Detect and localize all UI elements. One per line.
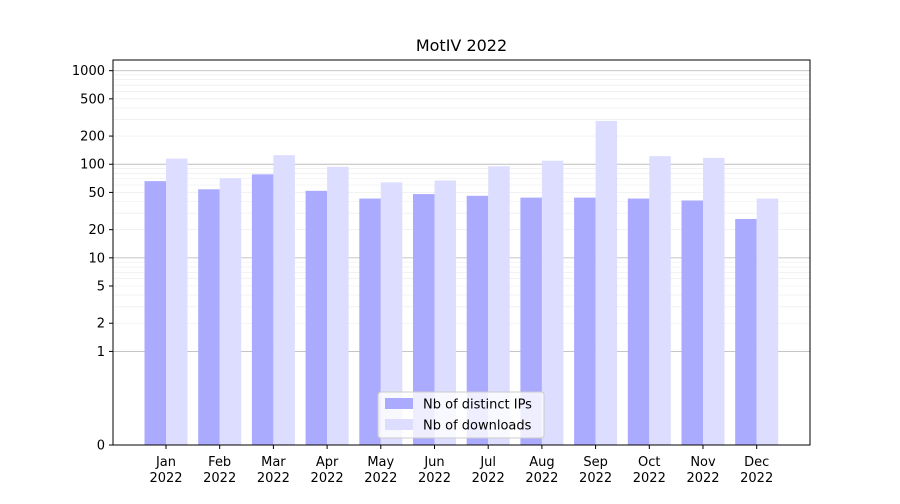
- x-tick-label: Aug: [529, 455, 554, 470]
- bar: [273, 155, 295, 445]
- x-tick-label: 2022: [418, 471, 451, 486]
- legend-box: [377, 391, 545, 439]
- x-tick-label: 2022: [203, 471, 236, 486]
- bar: [735, 218, 757, 445]
- bar: [574, 197, 596, 445]
- y-tick-label: 2: [97, 317, 105, 332]
- bar: [681, 200, 703, 445]
- bar: [466, 195, 489, 445]
- bar: [327, 166, 349, 446]
- x-tick-label: 2022: [311, 471, 344, 486]
- bar: [488, 166, 510, 445]
- y-tick-label: 20: [88, 223, 105, 238]
- y-tick-label: 200: [80, 130, 105, 145]
- y-tick-label: 100: [80, 158, 105, 173]
- legend-swatch: [385, 419, 413, 430]
- x-tick-label: 2022: [525, 471, 558, 486]
- x-tick-label: Jun: [423, 455, 444, 470]
- bar: [219, 178, 242, 445]
- x-tick-label: Apr: [316, 455, 339, 470]
- bar: [413, 194, 435, 445]
- x-tick-label: 2022: [364, 471, 397, 486]
- x-tick-label: 2022: [740, 471, 773, 486]
- y-tick-label: 50: [88, 186, 105, 201]
- legend-label: Nb of distinct IPs: [423, 398, 532, 413]
- x-tick-label: 2022: [149, 471, 182, 486]
- x-tick-label: Nov: [690, 455, 716, 470]
- x-tick-label: 2022: [579, 471, 612, 486]
- y-tick-label: 1: [97, 345, 105, 360]
- x-tick-label: 2022: [472, 471, 505, 486]
- y-tick-label: 10: [88, 251, 105, 266]
- x-tick-label: Jul: [479, 455, 496, 470]
- bar: [251, 174, 274, 445]
- x-tick-label: Dec: [744, 455, 769, 470]
- bar: [198, 189, 220, 445]
- chart-title: MotIV 2022: [416, 36, 507, 55]
- legend-swatch: [385, 398, 413, 409]
- x-tick-label: Jan: [155, 455, 176, 470]
- y-tick-label: 5: [97, 280, 105, 295]
- legend: Nb of distinct IPs Nb of downloads: [377, 391, 545, 439]
- plot-frame: [112, 59, 811, 446]
- y-tick-label: 1000: [72, 64, 105, 79]
- bar: [595, 120, 618, 445]
- bars: [144, 120, 779, 446]
- bar: [434, 180, 456, 446]
- bar: [380, 182, 403, 445]
- bar: [520, 197, 542, 445]
- x-tick-label: Sep: [583, 455, 608, 470]
- bar: [756, 198, 779, 445]
- bar: [305, 190, 328, 445]
- x-tick-label: Feb: [208, 455, 231, 470]
- bar: [627, 198, 650, 445]
- bar: [703, 157, 725, 446]
- x-axis: Jan2022Feb2022Mar2022Apr2022May2022Jun20…: [149, 445, 773, 486]
- bar: [359, 198, 381, 445]
- legend-label: Nb of downloads: [423, 419, 532, 434]
- x-tick-label: Oct: [638, 455, 660, 470]
- y-tick-label: 500: [80, 92, 105, 107]
- bar: [541, 160, 564, 446]
- x-tick-label: Mar: [261, 455, 286, 470]
- bar: [166, 158, 188, 445]
- y-axis: 0 1 2 5 10 20 50 100 200 500 1000: [72, 64, 113, 454]
- x-tick-label: May: [367, 455, 394, 470]
- x-tick-label: 2022: [633, 471, 666, 486]
- bar: [649, 156, 671, 445]
- x-tick-label: 2022: [686, 471, 719, 486]
- bar: [144, 181, 166, 445]
- y-tick-label: 0: [97, 439, 105, 454]
- x-tick-label: 2022: [257, 471, 290, 486]
